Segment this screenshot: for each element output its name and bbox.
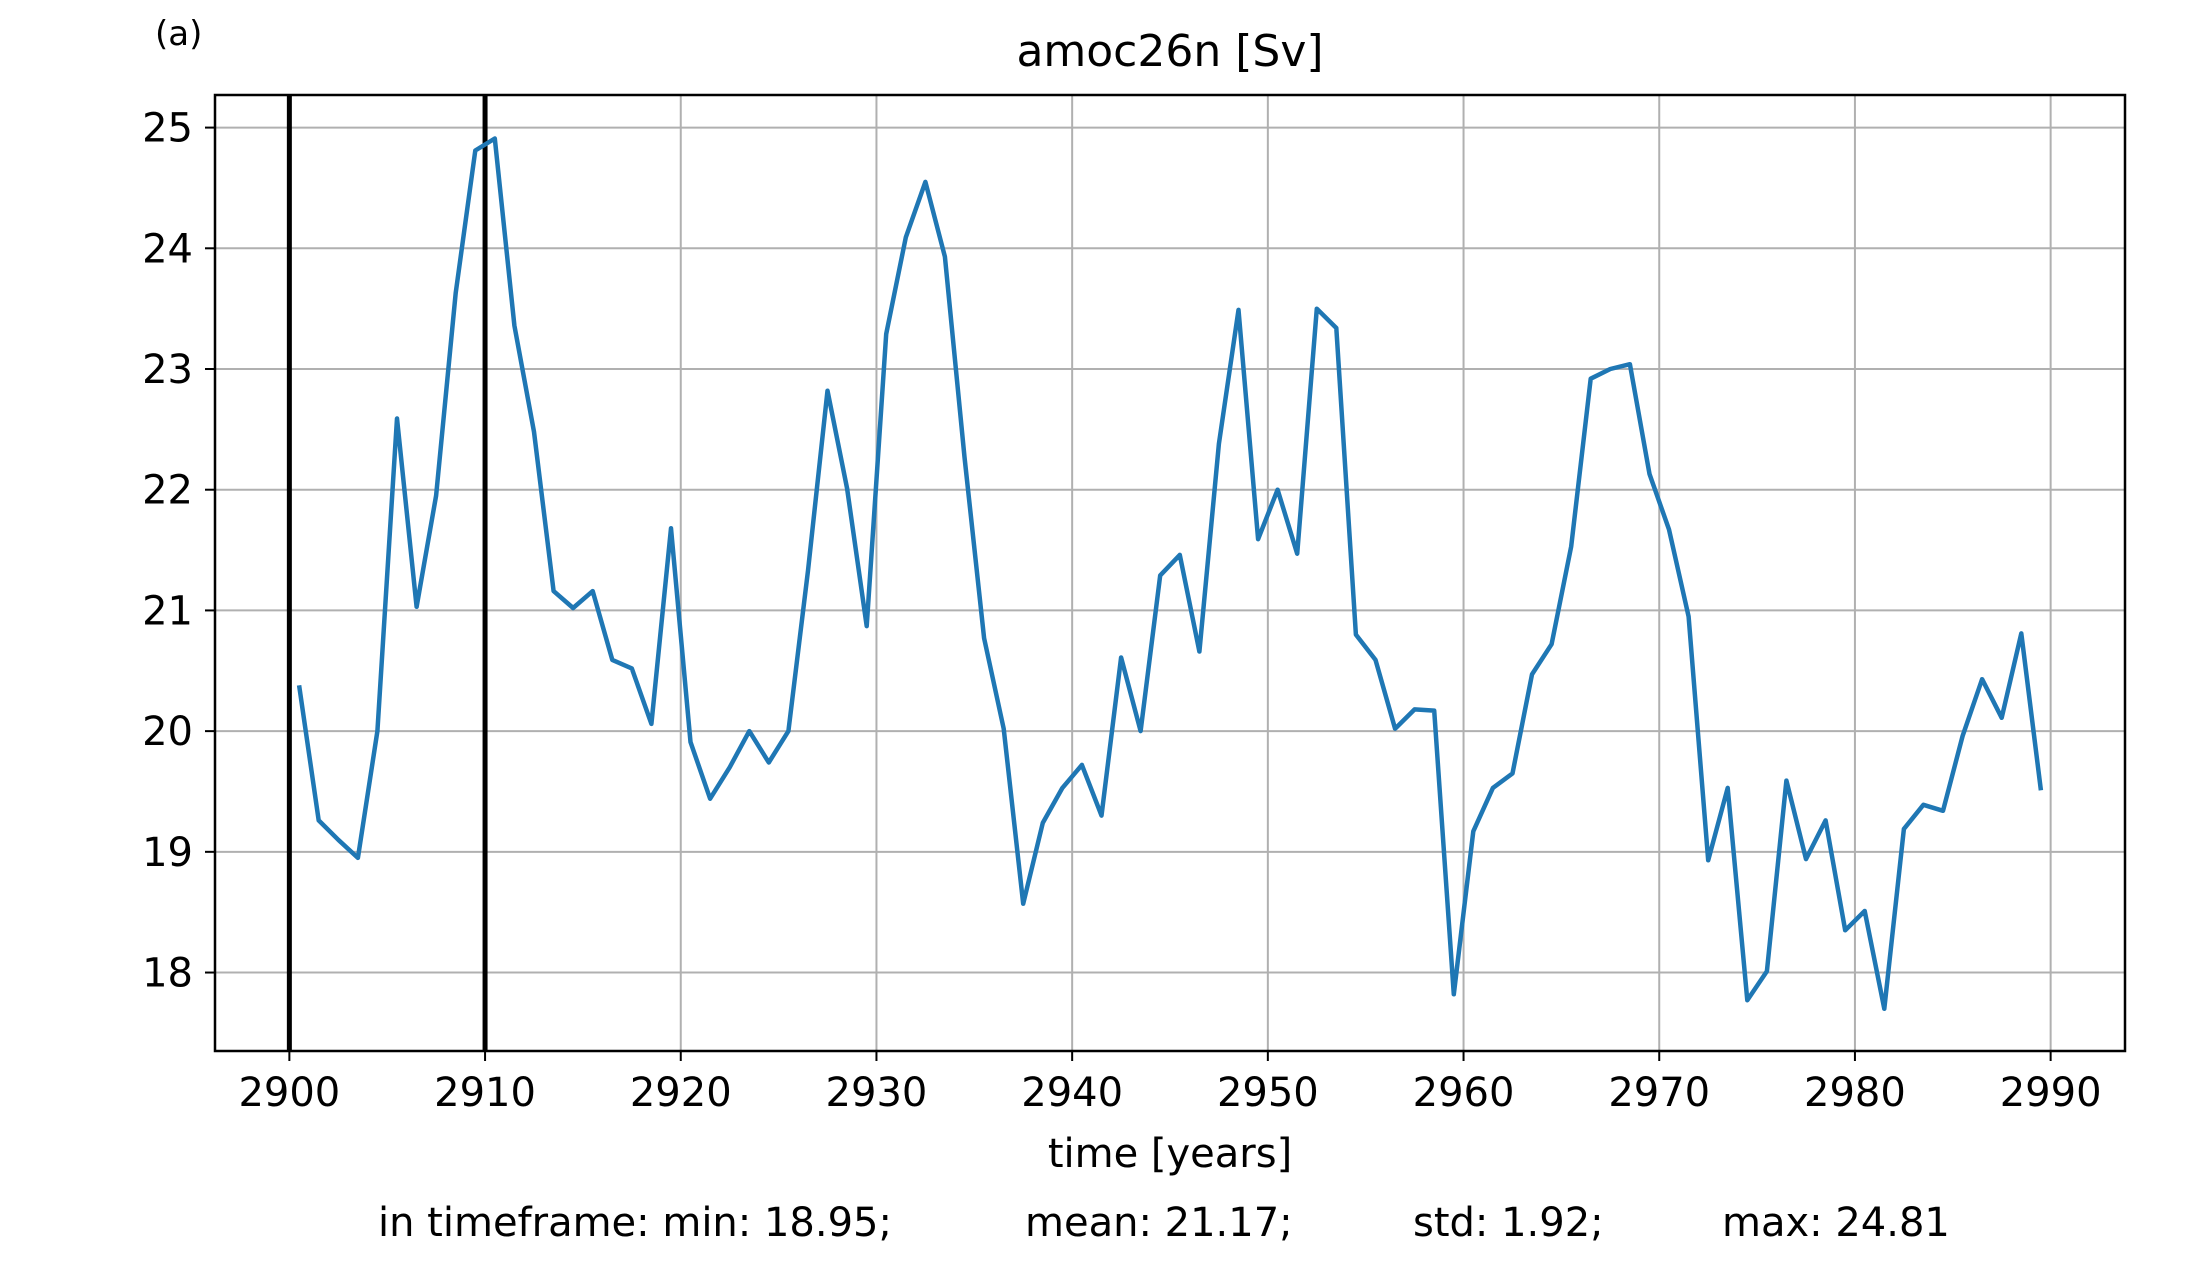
series-line xyxy=(296,136,2044,1012)
chart-title: amoc26n [Sv] xyxy=(1016,26,1323,77)
y-tick-label: 21 xyxy=(142,588,193,634)
y-tick-label: 23 xyxy=(142,347,193,393)
x-axis-label: time [years] xyxy=(1048,1131,1292,1177)
plot-frame xyxy=(213,93,2127,1053)
x-axis: 2900 2910 2920 2930 2940 2950 2960 2970 2980 2990 xyxy=(238,1051,2102,1116)
x-tick-label: 2920 xyxy=(630,1070,732,1116)
grid xyxy=(215,95,2125,1051)
x-tick-label: 2980 xyxy=(1804,1070,1906,1116)
y-tick-label: 25 xyxy=(142,106,193,152)
y-tick-label: 19 xyxy=(142,830,193,876)
x-tick-label: 2950 xyxy=(1217,1070,1319,1116)
y-tick-label: 18 xyxy=(142,951,193,997)
x-tick-label: 2990 xyxy=(2000,1070,2102,1116)
x-tick-label: 2930 xyxy=(826,1070,928,1116)
y-tick-label: 24 xyxy=(142,226,193,272)
stat-min: in timeframe: min: 18.95; xyxy=(378,1200,892,1246)
x-tick-label: 2970 xyxy=(1608,1070,1710,1116)
stat-mean: mean: 21.17; xyxy=(1025,1200,1293,1246)
y-axis: 18 19 20 21 22 23 24 25 xyxy=(142,106,215,997)
x-tick-label: 2960 xyxy=(1413,1070,1515,1116)
stat-max: max: 24.81 xyxy=(1722,1200,1950,1246)
y-tick-label: 22 xyxy=(142,468,193,514)
x-tick-label: 2940 xyxy=(1021,1070,1123,1116)
stat-std: std: 1.92; xyxy=(1413,1200,1604,1246)
x-tick-label: 2910 xyxy=(434,1070,536,1116)
panel-label: (a) xyxy=(155,14,203,54)
x-tick-label: 2900 xyxy=(238,1070,340,1116)
y-tick-label: 20 xyxy=(142,709,193,755)
series-group xyxy=(296,136,2044,1012)
reference-lines xyxy=(286,95,488,1051)
